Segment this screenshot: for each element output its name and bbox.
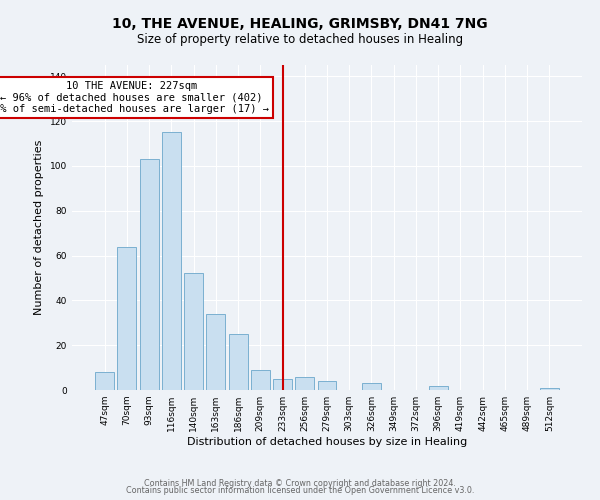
Bar (184, 274, 203, 390)
Bar (540, 388, 559, 390)
Bar (362, 384, 381, 390)
Text: Contains public sector information licensed under the Open Government Licence v3: Contains public sector information licen… (126, 486, 474, 495)
Bar (429, 386, 448, 390)
X-axis label: Distribution of detached houses by size in Healing: Distribution of detached houses by size … (187, 437, 467, 447)
Bar (162, 132, 181, 390)
Bar (273, 379, 292, 390)
Bar (95, 372, 114, 390)
Bar (295, 376, 314, 390)
Bar (317, 381, 337, 390)
Text: Size of property relative to detached houses in Healing: Size of property relative to detached ho… (137, 32, 463, 46)
Y-axis label: Number of detached properties: Number of detached properties (34, 140, 44, 315)
Bar (229, 334, 248, 390)
Bar (118, 246, 136, 390)
Text: Contains HM Land Registry data © Crown copyright and database right 2024.: Contains HM Land Registry data © Crown c… (144, 478, 456, 488)
Text: 10, THE AVENUE, HEALING, GRIMSBY, DN41 7NG: 10, THE AVENUE, HEALING, GRIMSBY, DN41 7… (112, 18, 488, 32)
Bar (140, 159, 158, 390)
Text: 10 THE AVENUE: 227sqm
← 96% of detached houses are smaller (402)
4% of semi-deta: 10 THE AVENUE: 227sqm ← 96% of detached … (0, 80, 269, 114)
Bar (206, 314, 225, 390)
Bar (251, 370, 270, 390)
